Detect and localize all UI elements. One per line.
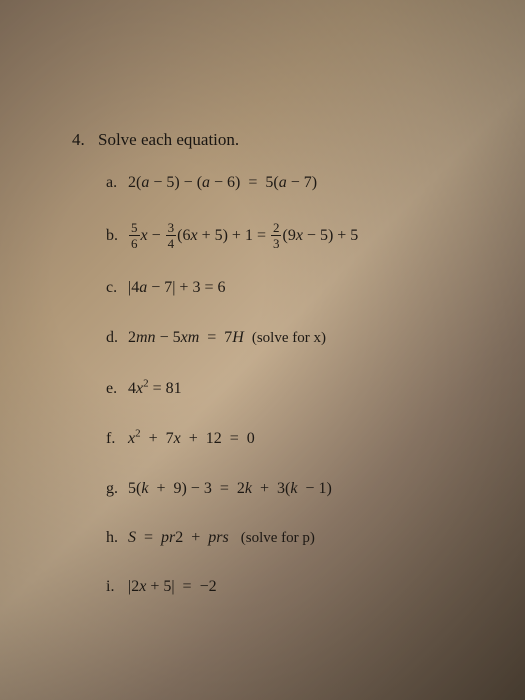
problem-heading: 4.Solve each equation. [72,130,475,150]
sub-item-i: i.|2x + 5| = −2 [106,576,475,598]
equation-text: |4a − 7| + 3 = 6 [128,279,225,296]
equation-text: 56x − 34(6x + 5) + 1 = 23(9x − 5) + 5 [128,227,358,244]
equation-text: 5(k + 9) − 3 = 2k + 3(k − 1) [128,480,332,497]
fraction-5-6: 56 [129,221,140,250]
problem-number: 4. [72,130,98,150]
sub-item-d: d.2mn − 5xm = 7H (solve for x) [106,327,475,349]
sub-item-a: a.2(a − 5) − (a − 6) = 5(a − 7) [106,172,475,194]
sub-label: i. [106,576,128,598]
equation-text: 4x2 = 81 [128,380,182,397]
sub-label: h. [106,527,128,549]
sub-item-c: c.|4a − 7| + 3 = 6 [106,277,475,299]
fraction-2-3: 23 [271,221,282,250]
sub-item-g: g.5(k + 9) − 3 = 2k + 3(k − 1) [106,478,475,500]
sub-label: d. [106,327,128,349]
sub-label: g. [106,478,128,500]
worksheet-page: 4.Solve each equation. a.2(a − 5) − (a −… [0,0,525,666]
solve-note: (solve for x) [252,330,326,346]
problem-instruction: Solve each equation. [98,130,239,149]
fraction-3-4: 34 [166,221,177,250]
sub-item-h: h.S = pr2 + prs (solve for p) [106,527,475,549]
sub-label: b. [106,225,128,247]
sub-item-f: f.x2 + 7x + 12 = 0 [106,427,475,451]
equation-text: x2 + 7x + 12 = 0 [128,430,255,447]
solve-note: (solve for p) [241,530,315,546]
sub-label: e. [106,378,128,400]
sub-label: c. [106,277,128,299]
equation-text: 2(a − 5) − (a − 6) = 5(a − 7) [128,174,317,191]
sub-label: a. [106,172,128,194]
sub-problem-list: a.2(a − 5) − (a − 6) = 5(a − 7) b.56x − … [72,172,475,599]
sub-label: f. [106,428,128,450]
sub-item-e: e.4x2 = 81 [106,376,475,400]
equation-text: |2x + 5| = −2 [128,578,217,595]
sub-item-b: b.56x − 34(6x + 5) + 1 = 23(9x − 5) + 5 [106,221,475,250]
equation-text: S = pr2 + prs (solve for p) [128,529,315,546]
equation-text: 2mn − 5xm = 7H (solve for x) [128,329,326,346]
